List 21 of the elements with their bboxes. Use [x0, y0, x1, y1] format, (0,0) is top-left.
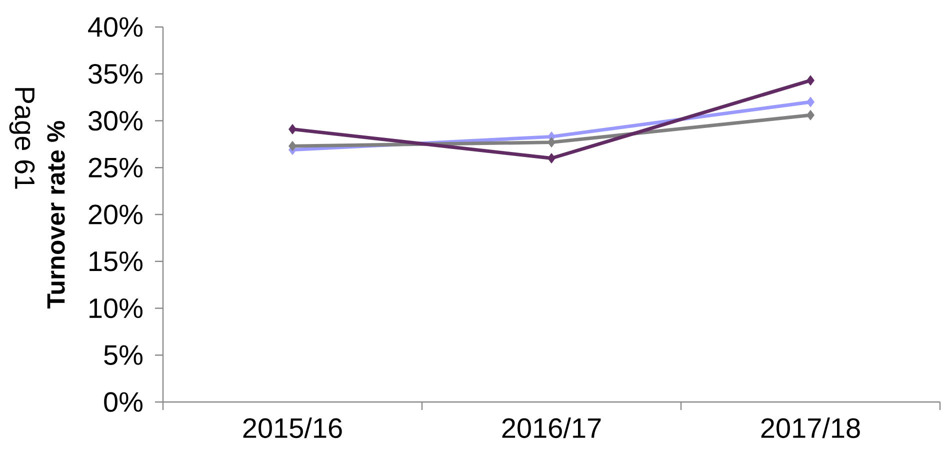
point	[806, 75, 815, 86]
point	[288, 124, 297, 134]
y-tick-label: 30%	[88, 110, 142, 131]
y-tick-label: 15%	[90, 252, 142, 272]
x-tick-label: 2015/16	[243, 418, 342, 438]
y-tick-label: 5%	[104, 345, 142, 365]
y-axis-title: Turnover rate %	[47, 120, 65, 308]
point	[806, 110, 815, 120]
point	[806, 96, 815, 108]
point	[288, 140, 297, 152]
y-tick-label: 10%	[90, 298, 142, 318]
y-tick-label: 25%	[88, 158, 142, 178]
y-tick-label: 35%	[88, 64, 142, 84]
x-tick-label: 2016/17	[502, 418, 601, 438]
y-tick-label: 20%	[88, 204, 142, 224]
y-tick-label: 40%	[88, 17, 142, 37]
x-tick-label: 2017/18	[761, 418, 860, 438]
point	[548, 137, 556, 148]
point	[548, 153, 556, 164]
y-tick-label: 0%	[104, 392, 142, 412]
text: Page 61	[9, 88, 35, 189]
